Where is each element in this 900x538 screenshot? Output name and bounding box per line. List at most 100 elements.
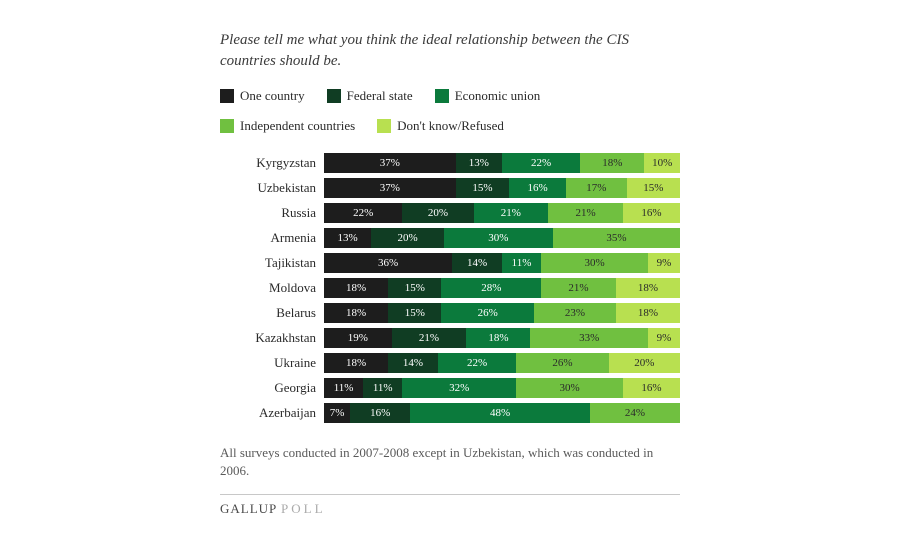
legend-item: Don't know/Refused (377, 118, 504, 134)
bar-segment: 30% (444, 228, 553, 248)
bar-segment: 13% (324, 228, 371, 248)
bar-segment: 37% (324, 153, 456, 173)
row-label: Russia (220, 205, 324, 221)
bar-segment: 48% (410, 403, 590, 423)
legend-item: Economic union (435, 88, 541, 104)
legend-swatch (377, 119, 391, 133)
bar-segment: 15% (388, 278, 441, 298)
brand-name: GALLUP (220, 501, 277, 516)
bar-segment: 15% (456, 178, 509, 198)
bar-segment: 15% (388, 303, 441, 323)
bar-segment: 7% (324, 403, 350, 423)
bar-segment: 18% (616, 303, 680, 323)
bar-segment: 18% (324, 353, 388, 373)
row-label: Kyrgyzstan (220, 155, 324, 171)
stacked-bar: 13%20%30%35% (324, 228, 680, 248)
bar-segment: 11% (363, 378, 402, 398)
stacked-bar: 7%16%48%24% (324, 403, 680, 423)
chart-title: Please tell me what you think the ideal … (220, 30, 680, 72)
legend-swatch (220, 119, 234, 133)
bar-segment: 9% (648, 253, 680, 273)
bar-segment: 16% (509, 178, 566, 198)
bar-segment: 10% (644, 153, 680, 173)
row-label: Georgia (220, 380, 324, 396)
chart-row: Tajikistan36%14%11%30%9% (220, 252, 680, 274)
bar-segment: 18% (324, 278, 388, 298)
legend-label: One country (240, 88, 305, 104)
bar-segment: 18% (466, 328, 530, 348)
stacked-bar-chart: Kyrgyzstan37%13%22%18%10%Uzbekistan37%15… (220, 152, 680, 424)
stacked-bar: 37%13%22%18%10% (324, 153, 680, 173)
bar-segment: 28% (441, 278, 541, 298)
divider (220, 494, 680, 501)
stacked-bar: 37%15%16%17%15% (324, 178, 680, 198)
row-label: Tajikistan (220, 255, 324, 271)
bar-segment: 19% (324, 328, 392, 348)
bar-segment: 35% (553, 228, 680, 248)
chart-row: Russia22%20%21%21%16% (220, 202, 680, 224)
bar-segment: 14% (452, 253, 502, 273)
bar-segment: 14% (388, 353, 438, 373)
bar-segment: 20% (402, 203, 473, 223)
legend-item: Federal state (327, 88, 413, 104)
bar-segment: 21% (548, 203, 623, 223)
bar-segment: 32% (402, 378, 516, 398)
stacked-bar: 18%15%26%23%18% (324, 303, 680, 323)
row-label: Belarus (220, 305, 324, 321)
bar-segment: 18% (580, 153, 644, 173)
row-label: Ukraine (220, 355, 324, 371)
legend-swatch (435, 89, 449, 103)
stacked-bar: 18%15%28%21%18% (324, 278, 680, 298)
legend-label: Economic union (455, 88, 541, 104)
legend-swatch (327, 89, 341, 103)
stacked-bar: 19%21%18%33%9% (324, 328, 680, 348)
chart-row: Moldova18%15%28%21%18% (220, 277, 680, 299)
bar-segment: 11% (324, 378, 363, 398)
legend-item: Independent countries (220, 118, 355, 134)
row-label: Moldova (220, 280, 324, 296)
stacked-bar: 18%14%22%26%20% (324, 353, 680, 373)
bar-segment: 16% (623, 378, 680, 398)
chart-row: Belarus18%15%26%23%18% (220, 302, 680, 324)
legend-swatch (220, 89, 234, 103)
footnote: All surveys conducted in 2007-2008 excep… (220, 444, 680, 480)
legend-label: Independent countries (240, 118, 355, 134)
bar-segment: 26% (516, 353, 609, 373)
bar-segment: 16% (350, 403, 410, 423)
chart-row: Armenia13%20%30%35% (220, 227, 680, 249)
chart-row: Georgia11%11%32%30%16% (220, 377, 680, 399)
legend-item: One country (220, 88, 305, 104)
row-label: Uzbekistan (220, 180, 324, 196)
stacked-bar: 11%11%32%30%16% (324, 378, 680, 398)
source-brand: GALLUP POLL (220, 501, 680, 517)
brand-suffix: POLL (281, 501, 326, 516)
bar-segment: 18% (324, 303, 388, 323)
bar-segment: 15% (627, 178, 680, 198)
stacked-bar: 22%20%21%21%16% (324, 203, 680, 223)
bar-segment: 23% (534, 303, 616, 323)
bar-segment: 37% (324, 178, 456, 198)
chart-row: Kyrgyzstan37%13%22%18%10% (220, 152, 680, 174)
legend-label: Don't know/Refused (397, 118, 504, 134)
bar-segment: 30% (541, 253, 648, 273)
bar-segment: 30% (516, 378, 623, 398)
legend-label: Federal state (347, 88, 413, 104)
chart-row: Ukraine18%14%22%26%20% (220, 352, 680, 374)
legend: One country Federal state Economic union In… (220, 88, 680, 134)
row-label: Armenia (220, 230, 324, 246)
bar-segment: 18% (616, 278, 680, 298)
bar-segment: 21% (392, 328, 467, 348)
bar-segment: 26% (441, 303, 534, 323)
row-label: Azerbaijan (220, 405, 324, 421)
bar-segment: 24% (590, 403, 680, 423)
bar-segment: 22% (324, 203, 402, 223)
bar-segment: 16% (623, 203, 680, 223)
bar-segment: 36% (324, 253, 452, 273)
bar-segment: 11% (502, 253, 541, 273)
bar-segment: 20% (371, 228, 444, 248)
bar-segment: 33% (530, 328, 647, 348)
chart-row: Uzbekistan37%15%16%17%15% (220, 177, 680, 199)
bar-segment: 13% (456, 153, 502, 173)
stacked-bar: 36%14%11%30%9% (324, 253, 680, 273)
row-label: Kazakhstan (220, 330, 324, 346)
